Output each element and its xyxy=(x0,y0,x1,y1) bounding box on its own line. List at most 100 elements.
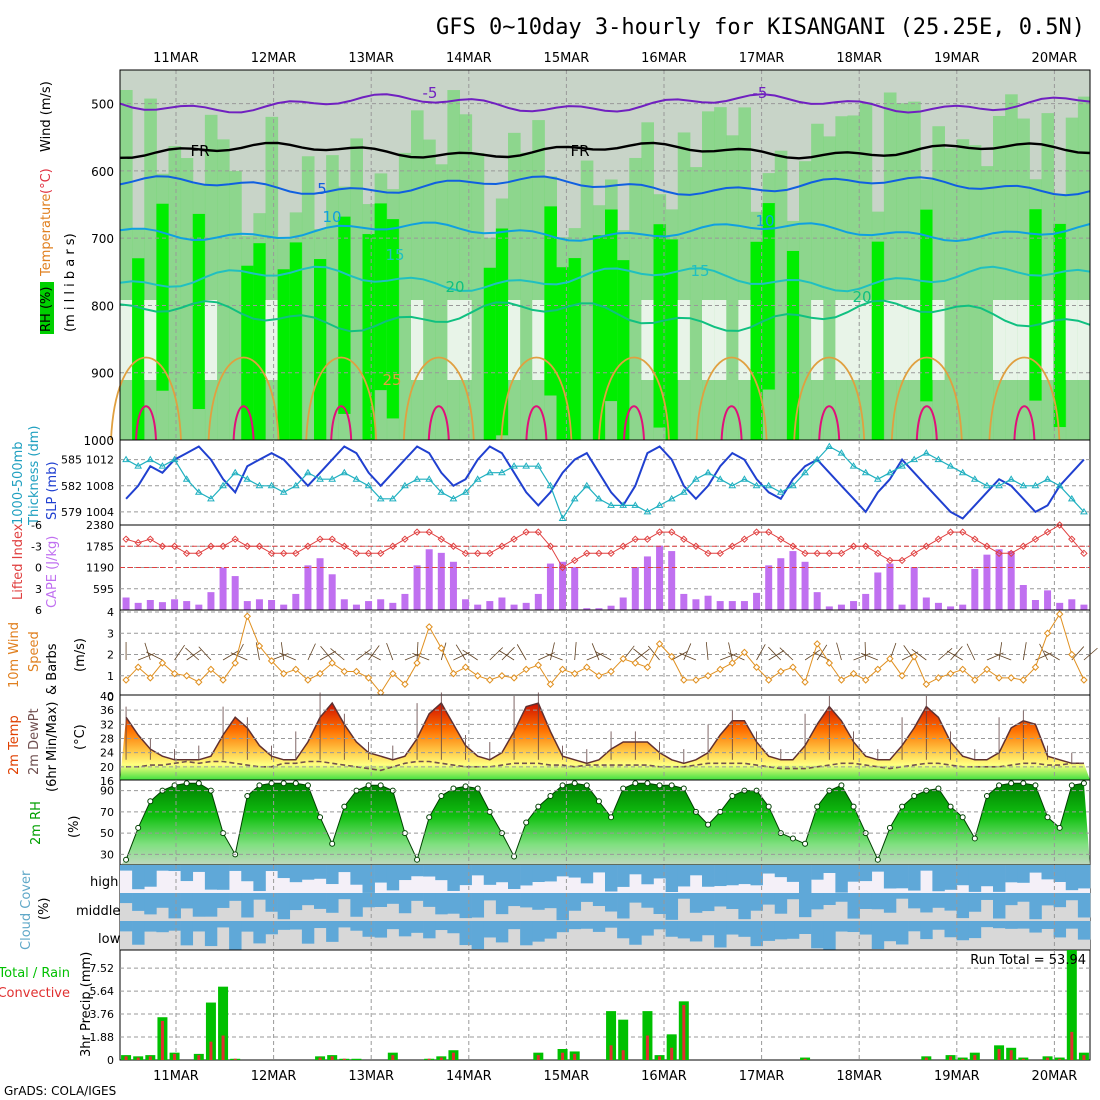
precip-total-bar xyxy=(218,986,229,1060)
thickness-point xyxy=(473,475,482,482)
li-tick: -6 xyxy=(31,519,42,532)
cape-bar xyxy=(449,561,457,610)
cape-bar xyxy=(195,604,203,610)
cloud-bar xyxy=(156,865,169,871)
rh-band xyxy=(580,160,594,440)
cloud-bar xyxy=(908,921,921,932)
thickness-point xyxy=(861,468,870,476)
li-point xyxy=(146,535,155,543)
rh-band xyxy=(1065,117,1079,440)
bottom-date-11MAR: 11MAR xyxy=(153,1069,199,1084)
rh-band-bright xyxy=(762,203,776,390)
rh-band xyxy=(835,116,848,440)
cloud-bar xyxy=(726,893,739,910)
cloud-bar xyxy=(398,893,412,914)
precip-conv-bar xyxy=(1021,1058,1025,1060)
rh-point xyxy=(874,856,881,863)
wind-point xyxy=(922,680,931,688)
credit: GrADS: COLA/IGES xyxy=(4,1084,116,1098)
li-point xyxy=(364,549,373,558)
precip-conv-bar xyxy=(949,1056,953,1060)
cloud-bar xyxy=(289,865,303,883)
cloud-bar xyxy=(920,865,933,871)
wind-point xyxy=(886,655,894,663)
wind-point xyxy=(1031,663,1040,671)
cloud-bar xyxy=(1077,893,1091,918)
li-point xyxy=(971,535,979,543)
li-point xyxy=(801,549,809,558)
wind-barb xyxy=(404,652,422,661)
li-point xyxy=(752,528,761,536)
cloud-bar xyxy=(277,893,291,920)
rh-band xyxy=(956,139,970,440)
rh-band xyxy=(689,167,703,440)
cloud-bar xyxy=(229,893,242,901)
rh-point xyxy=(414,856,421,863)
wind-barb xyxy=(230,652,248,661)
top-date-17MAR: 17MAR xyxy=(739,51,785,66)
cape-bar xyxy=(243,601,251,610)
slp-line xyxy=(125,445,1085,520)
precip-tick: 7.52 xyxy=(90,962,115,975)
isotherm xyxy=(119,175,1091,197)
cloud-bar xyxy=(629,921,642,945)
cloud-bar xyxy=(896,893,909,899)
li-point xyxy=(874,549,882,558)
cloud-bar xyxy=(374,865,388,883)
wind-barb xyxy=(994,653,1012,661)
rh-band-bright xyxy=(362,234,376,446)
li-point xyxy=(316,535,324,543)
rh-band xyxy=(532,120,545,441)
wind-point xyxy=(716,665,724,674)
rh-band xyxy=(471,153,485,440)
li-point xyxy=(631,535,640,543)
isotherm-30 xyxy=(525,405,548,441)
rh-point xyxy=(341,803,348,810)
rh-band-bright xyxy=(544,206,557,396)
precip-conv-bar xyxy=(1058,1058,1062,1060)
li-point xyxy=(486,549,494,558)
precip-panel: 7.52 5.64 3.76 1.88 0 Total / Rain Convectiv… xyxy=(0,949,1091,1067)
cloud-bar xyxy=(847,865,860,882)
isotherm-label: 15 xyxy=(690,262,709,280)
wind-point xyxy=(655,640,664,648)
cape-bar xyxy=(474,604,482,610)
cloud-bar xyxy=(495,921,509,943)
li-point xyxy=(789,542,797,550)
rh-band xyxy=(447,90,460,440)
cloud-bar xyxy=(920,893,933,913)
rh-band xyxy=(520,152,533,440)
isotherm-30 xyxy=(623,405,645,441)
cape-bar xyxy=(765,565,773,610)
cape-label: CAPE (J/kg) xyxy=(45,536,60,608)
li-point xyxy=(522,528,530,536)
cloud-bar xyxy=(120,865,133,871)
thickness-point xyxy=(376,494,385,502)
wind-barb xyxy=(440,642,447,661)
rh-band-dry xyxy=(508,300,521,380)
wind-barb xyxy=(501,646,515,661)
cape-bar xyxy=(122,597,130,610)
wind-point xyxy=(461,663,470,671)
li-point xyxy=(607,549,615,558)
wind-point xyxy=(231,659,239,667)
wind-barb xyxy=(671,651,688,661)
cape-bar xyxy=(898,604,906,610)
rh-point xyxy=(1008,780,1015,787)
thickness-point xyxy=(922,449,931,456)
slp-tick: 1008 xyxy=(86,480,114,493)
cape-panel: 2380 1785 1190 595 -6 -3 0 3 6 Lifted Index CAPE… xyxy=(11,519,1091,617)
rh-band-bright xyxy=(568,258,582,489)
rh-legend-swatch xyxy=(40,282,54,334)
cloud-bar xyxy=(253,921,266,944)
wind-point xyxy=(946,669,955,678)
cloud-bar xyxy=(326,865,339,885)
cape-bar xyxy=(631,567,639,610)
cloud-bar xyxy=(1065,893,1079,901)
isotherm-30 xyxy=(330,405,353,441)
thickness-point xyxy=(340,468,349,476)
cloud-bar xyxy=(386,865,400,891)
thickness-point xyxy=(255,481,264,489)
cloud-bar xyxy=(702,865,715,887)
